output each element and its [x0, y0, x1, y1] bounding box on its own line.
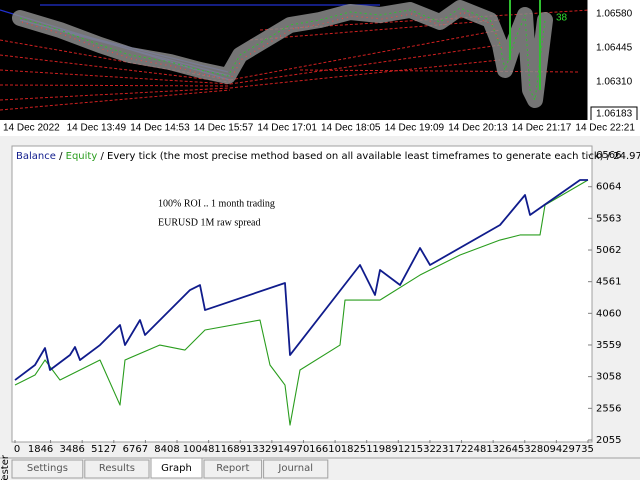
- annotation: EURUSD 1M raw spread: [158, 217, 261, 228]
- tab[interactable]: [84, 459, 150, 479]
- x-tick-label: 18251: [341, 444, 373, 455]
- time-label: 14 Dec 20:13: [448, 123, 508, 134]
- tab-label[interactable]: Report: [216, 463, 249, 474]
- time-label: 14 Dec 18:05: [321, 123, 381, 134]
- y-tick-label: 3559: [596, 340, 621, 351]
- x-tick-label: 16610: [309, 444, 341, 455]
- series-line: [14, 179, 588, 381]
- time-label: 14 Dec 17:01: [257, 123, 317, 134]
- separator: /: [100, 151, 104, 162]
- graph-title: Every tick (the most precise method base…: [107, 151, 604, 162]
- tab-label[interactable]: Journal: [277, 463, 313, 474]
- y-tick-label: 4561: [596, 277, 621, 288]
- y-tick-label: 5062: [596, 245, 621, 256]
- time-label: 14 Dec 22:21: [575, 123, 635, 134]
- price-label: 1.06445: [596, 43, 633, 54]
- series-line: [14, 179, 589, 426]
- x-tick-label: 29735: [562, 444, 594, 455]
- separator: /: [59, 151, 63, 162]
- x-tick-label: 0: [14, 444, 20, 455]
- graph-area: [11, 145, 593, 443]
- tab[interactable]: [150, 457, 203, 479]
- result: 24.97%: [613, 151, 640, 162]
- x-tick-label: 21532: [404, 444, 436, 455]
- y-tick-label: 3058: [596, 372, 621, 383]
- tab-label[interactable]: Settings: [27, 463, 68, 474]
- y-tick-label: 6064: [596, 182, 621, 193]
- x-tick-label: 1846: [28, 444, 53, 455]
- x-tick-label: 26453: [499, 444, 531, 455]
- x-tick-label: 13329: [246, 444, 278, 455]
- time-axis-bg: [0, 120, 640, 136]
- x-tick-label: 11689: [214, 444, 246, 455]
- graph-header: Balance / Equity / Every tick (the most …: [16, 151, 640, 162]
- green-label: 38: [556, 13, 568, 24]
- tab[interactable]: [263, 459, 329, 479]
- x-tick-label: 24813: [467, 444, 499, 455]
- price-axis-bg: [588, 0, 640, 120]
- x-tick-label: 6767: [123, 444, 148, 455]
- tab[interactable]: [11, 459, 84, 479]
- y-tick-label: 6566: [596, 150, 621, 161]
- x-tick-label: 10048: [183, 444, 215, 455]
- x-tick-label: 3486: [59, 444, 84, 455]
- time-label: 14 Dec 13:49: [67, 123, 127, 134]
- x-tick-label: 8408: [154, 444, 179, 455]
- time-label: 14 Dec 15:57: [194, 123, 254, 134]
- tab-label[interactable]: Results: [99, 463, 135, 474]
- y-tick-label: 4060: [596, 308, 621, 319]
- time-label: 14 Dec 2022: [3, 123, 60, 134]
- time-label: 14 Dec 14:53: [130, 123, 190, 134]
- legend-balance: Balance: [16, 151, 56, 162]
- price-label: 1.06310: [596, 77, 633, 88]
- tab-label[interactable]: Graph: [161, 463, 192, 474]
- annotation: 100% ROI .. 1 month trading: [158, 198, 275, 209]
- tab[interactable]: [203, 459, 263, 479]
- x-tick-label: 5127: [91, 444, 116, 455]
- separator: /: [607, 151, 611, 162]
- x-tick-label: 23172: [436, 444, 468, 455]
- y-tick-label: 5563: [596, 213, 621, 224]
- time-label: 14 Dec 21:17: [512, 123, 572, 134]
- y-tick-label: 2055: [596, 435, 621, 446]
- price-chart-decor: [0, 0, 591, 111]
- x-tick-label: 28094: [530, 444, 562, 455]
- time-label: 14 Dec 19:09: [385, 123, 445, 134]
- current-price: 1.06183: [596, 109, 633, 120]
- price-label: 1.06580: [596, 9, 633, 20]
- y-tick-label: 2556: [596, 403, 621, 414]
- x-tick-label: 14970: [278, 444, 310, 455]
- legend-equity: Equity: [66, 151, 98, 162]
- x-tick-label: 19891: [372, 444, 404, 455]
- side-label: Tester: [0, 454, 11, 480]
